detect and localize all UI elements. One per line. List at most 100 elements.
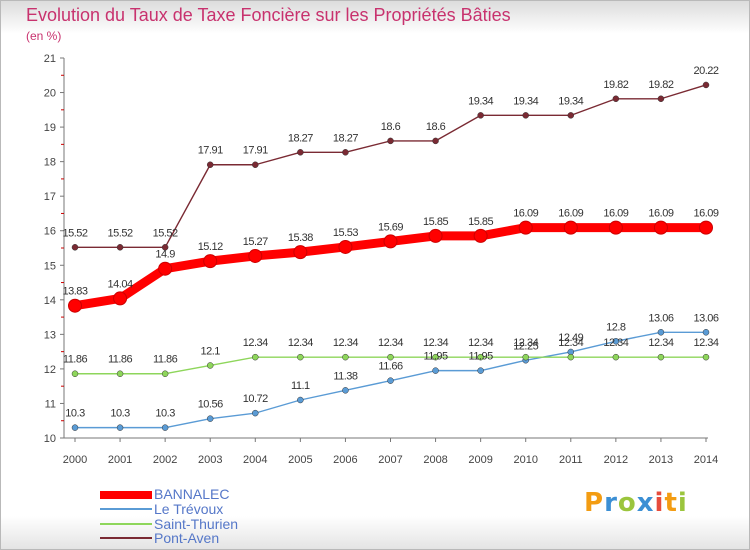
y-tick-label: 11 (45, 398, 56, 410)
data-point-saint-thurien (342, 353, 349, 361)
data-point-le-tr-voux (432, 367, 439, 374)
y-tick-label: 18 (44, 157, 56, 169)
x-tick-label: 2009 (468, 454, 492, 466)
data-label-le-tr-voux: 11.95 (469, 351, 494, 363)
legend-swatch-saint-thurien (100, 523, 152, 525)
data-label-bannalec: 15.85 (468, 216, 493, 228)
y-tick-label: 13 (44, 329, 56, 341)
logo-letter: t (664, 488, 678, 518)
data-point-pont-aven (522, 112, 529, 119)
data-label-pont-aven: 15.52 (62, 227, 87, 239)
series-layer (68, 81, 713, 431)
data-point-saint-thurien (116, 370, 124, 377)
data-label-saint-thurien: 12.34 (603, 337, 628, 349)
x-tick-label: 2007 (378, 454, 402, 466)
data-label-pont-aven: 18.6 (426, 121, 446, 133)
data-label-saint-thurien: 12.34 (378, 337, 403, 349)
x-tick-label: 2005 (288, 454, 312, 466)
data-point-saint-thurien (477, 353, 484, 361)
legend-label-saint-thurien: Saint-Thurien (154, 516, 239, 532)
data-label-le-tr-voux: 10.3 (155, 408, 175, 420)
data-label-pont-aven: 15.52 (153, 227, 178, 239)
data-point-saint-thurien (657, 353, 665, 361)
data-point-pont-aven (702, 81, 710, 89)
x-tick-label: 2004 (243, 454, 267, 466)
legend-label-le-trevoux: Le Trévoux (154, 501, 224, 517)
data-label-saint-thurien: 11.86 (153, 354, 178, 366)
data-label-saint-thurien: 11.86 (108, 354, 133, 366)
legend-swatch-pont-aven (100, 537, 152, 539)
data-point-bannalec (699, 220, 713, 235)
data-point-le-tr-voux (297, 396, 304, 404)
data-label-bannalec: 14.04 (108, 278, 133, 290)
data-point-bannalec (293, 245, 308, 260)
y-tick-label: 15 (44, 260, 56, 272)
data-point-pont-aven (477, 112, 484, 119)
data-point-le-tr-voux (206, 415, 214, 422)
data-point-saint-thurien (567, 353, 575, 361)
data-label-bannalec: 13.83 (62, 286, 87, 298)
data-point-saint-thurien (702, 353, 710, 361)
data-label-pont-aven: 18.6 (381, 121, 401, 133)
data-point-saint-thurien (387, 353, 394, 361)
x-tick-label: 2002 (153, 454, 177, 466)
data-label-pont-aven: 19.34 (468, 95, 493, 107)
unit-label: (en %) (26, 29, 62, 43)
x-tick-label: 2003 (198, 454, 222, 466)
data-point-le-tr-voux (387, 377, 394, 384)
data-point-pont-aven (116, 244, 124, 251)
data-label-saint-thurien: 12.34 (333, 337, 358, 349)
data-label-bannalec: 15.38 (288, 232, 313, 244)
data-label-saint-thurien: 12.34 (243, 337, 268, 349)
data-label-bannalec: 15.69 (378, 221, 403, 233)
logo-letter: o (617, 488, 637, 518)
data-point-le-tr-voux (342, 387, 349, 394)
data-label-bannalec: 16.09 (648, 208, 673, 220)
data-label-saint-thurien: 12.1 (201, 345, 221, 357)
data-label-bannalec: 16.09 (693, 208, 718, 220)
axes: 10 11 12 13 14 15 16 17 18 19 20 21 2000 2001 2002 2003… (44, 53, 718, 466)
data-label-bannalec: 15.53 (333, 227, 358, 239)
data-label-le-tr-voux: 13.06 (648, 312, 673, 324)
x-tick-label: 2001 (108, 454, 132, 466)
data-point-pont-aven (71, 244, 79, 251)
data-point-saint-thurien (206, 362, 214, 369)
data-point-pont-aven (657, 95, 665, 103)
x-tick-label: 2013 (649, 454, 673, 466)
data-label-saint-thurien: 12.34 (693, 337, 718, 349)
data-point-pont-aven (161, 244, 169, 251)
legend-label-bannalec: BANNALEC (154, 486, 230, 502)
data-point-bannalec (68, 298, 82, 313)
data-point-pont-aven (432, 137, 439, 145)
data-label-saint-thurien: 12.34 (558, 337, 583, 349)
data-point-bannalec (203, 254, 218, 269)
y-tick-label: 14 (44, 295, 56, 307)
data-label-pont-aven: 20.22 (693, 65, 718, 77)
data-label-bannalec: 15.27 (243, 236, 268, 248)
x-tick-label: 2006 (333, 454, 357, 466)
logo-letter: i (654, 488, 665, 518)
y-tick-label: 10 (44, 433, 56, 445)
data-label-bannalec: 16.09 (513, 208, 538, 220)
data-label-saint-thurien: 12.34 (288, 337, 313, 349)
data-point-bannalec (608, 220, 623, 235)
data-point-bannalec (518, 220, 533, 235)
data-point-pont-aven (612, 95, 620, 103)
data-point-pont-aven (252, 161, 259, 168)
logo-letter: x (636, 488, 655, 518)
data-point-saint-thurien (252, 353, 259, 361)
data-point-le-tr-voux (612, 338, 620, 345)
logo-letter: i (677, 488, 688, 518)
data-label-pont-aven: 19.82 (603, 79, 628, 91)
data-label-pont-aven: 19.34 (558, 95, 583, 107)
data-label-le-tr-voux: 11.1 (291, 380, 310, 392)
y-tick-label: 19 (44, 122, 56, 134)
data-point-bannalec (428, 228, 443, 243)
data-label-saint-thurien: 12.34 (468, 337, 493, 349)
data-label-saint-thurien: 12.34 (423, 337, 448, 349)
x-tick-label: 2010 (513, 454, 537, 466)
data-point-le-tr-voux (477, 367, 484, 374)
data-label-bannalec: 16.09 (558, 208, 583, 220)
data-point-le-tr-voux (657, 329, 665, 336)
